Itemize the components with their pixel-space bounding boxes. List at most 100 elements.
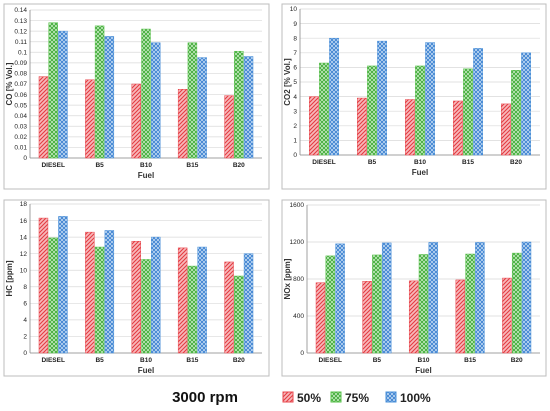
co-bar-b10-75pct	[141, 28, 151, 159]
co2-bar-b15-75pct	[463, 68, 473, 156]
co-x-tick-label: B10	[140, 162, 152, 169]
hc-bar-diesel-100pct	[58, 216, 68, 354]
co2-x-tick-label: B20	[510, 159, 522, 166]
nox-bar-b5-75pct	[372, 254, 382, 354]
legend: 50% 75% 100%	[282, 391, 431, 405]
co-bar-b5-50pct	[85, 79, 95, 159]
hc-y-tick-label: 6	[23, 301, 27, 308]
hc-y-tick-label: 16	[20, 218, 28, 225]
co2-chart: 0 1 2 3 4 5 6 7 8 9 10 DIESEL B5 B10 B15 B20 Fuel CO2 [% …	[281, 3, 547, 190]
co-y-tick-label: 0.01	[14, 145, 27, 152]
nox-y-tick-label: 1200	[290, 239, 305, 246]
nox-bar-b20-100pct	[521, 241, 532, 354]
hc-bar-b15-75pct	[187, 265, 198, 354]
co-y-tick-label: 0.13	[14, 18, 27, 25]
nox-y-tick-label: 1600	[290, 202, 305, 209]
nox-bar-diesel-50pct	[315, 282, 326, 354]
co-bar-b15-50pct	[177, 89, 188, 159]
hc-bar-b20-75pct	[234, 275, 244, 354]
co-y-tick-label: 0.14	[14, 7, 27, 14]
hc-bar-b10-50pct	[131, 241, 141, 354]
nox-bar-b15-50pct	[455, 279, 466, 354]
co2-bar-b20-50pct	[501, 103, 511, 156]
co2-bar-b5-75pct	[367, 65, 377, 156]
legend-label-50pct: 50%	[297, 391, 321, 405]
nox-x-tick-label: B5	[373, 357, 382, 364]
hc-bar-b5-100pct	[104, 230, 115, 354]
nox-bar-diesel-75pct	[325, 255, 336, 354]
co2-bar-diesel-75pct	[319, 62, 329, 156]
hc-y-tick-label: 12	[20, 251, 28, 258]
nox-x-tick-label: B10	[418, 357, 430, 364]
co2-x-axis-label: Fuel	[412, 168, 428, 177]
co2-y-tick-label: 9	[293, 21, 297, 28]
hc-bar-diesel-50pct	[38, 217, 49, 354]
co-y-axis-label: CO [% Vol.]	[5, 62, 14, 105]
nox-y-tick-label: 800	[293, 276, 304, 283]
nox-bar-b20-50pct	[502, 277, 512, 354]
co-chart: 0 0.01 0.02 0.03 0.04 0.05 0.06 0.07 0.08 0.09 0.1…	[3, 3, 270, 190]
co-y-tick-label: 0.05	[14, 102, 27, 109]
co-y-tick-label: 0.12	[14, 28, 27, 35]
co-bar-diesel-75pct	[48, 22, 58, 159]
nox-bar-b5-50pct	[362, 281, 372, 354]
hc-x-tick-label: B15	[186, 357, 198, 364]
caption: 3000 rpm	[172, 389, 238, 406]
co2-y-tick-label: 0	[293, 152, 297, 159]
hc-y-tick-label: 8	[23, 284, 27, 291]
co2-y-tick-label: 10	[290, 6, 298, 13]
co2-bar-diesel-100pct	[329, 37, 339, 156]
co-x-tick-label: DIESEL	[41, 162, 65, 169]
hc-x-axis-label: Fuel	[138, 366, 154, 375]
co-bar-b20-100pct	[243, 56, 254, 159]
co2-bar-b5-100pct	[377, 40, 387, 156]
co2-y-axis-label: CO2 [% Vol.]	[283, 58, 292, 106]
co-bar-b5-75pct	[94, 25, 105, 159]
co2-bar-b5-50pct	[357, 97, 367, 156]
co2-y-tick-label: 5	[293, 79, 297, 86]
co-y-tick-label: 0.03	[14, 123, 27, 130]
co2-bar-b20-100pct	[521, 52, 531, 156]
nox-bar-b10-75pct	[418, 254, 429, 354]
legend-label-75pct: 75%	[345, 391, 369, 405]
hc-bar-diesel-75pct	[48, 237, 58, 354]
co2-y-tick-label: 8	[293, 35, 297, 42]
co-y-tick-label: 0.09	[14, 60, 27, 67]
co-y-tick-label: 0.1	[18, 49, 27, 56]
co-y-tick-label: 0.08	[14, 71, 27, 78]
nox-bar-b10-100pct	[428, 242, 439, 354]
nox-bar-b15-75pct	[465, 253, 475, 354]
co2-x-tick-label: B10	[414, 159, 426, 166]
hc-y-tick-label: 18	[20, 201, 28, 208]
co-x-tick-label: B20	[233, 162, 245, 169]
co2-y-tick-label: 1	[293, 138, 297, 145]
co-bar-diesel-100pct	[58, 30, 68, 159]
co2-x-tick-label: B5	[368, 159, 377, 166]
co-bar-b10-50pct	[131, 83, 141, 159]
legend-swatch-75pct	[330, 391, 342, 403]
co2-y-tick-label: 6	[293, 65, 297, 72]
nox-bar-b15-100pct	[475, 242, 485, 354]
co-x-tick-label: B15	[186, 162, 198, 169]
nox-bar-b10-50pct	[408, 280, 419, 354]
co-bar-b20-50pct	[224, 95, 234, 159]
co2-y-tick-label: 2	[293, 123, 297, 130]
hc-bar-b15-50pct	[177, 247, 188, 354]
co-bar-b20-75pct	[234, 50, 244, 159]
co-y-tick-label: 0.11	[15, 39, 28, 46]
nox-x-tick-label: B15	[464, 357, 476, 364]
co2-x-tick-label: B15	[462, 159, 474, 166]
nox-chart: 0 400 800 1200 1600 DIESEL B5 B10 B15 B20 Fuel NOx …	[281, 199, 547, 377]
co-bar-diesel-50pct	[38, 76, 49, 159]
co2-y-tick-label: 4	[293, 94, 297, 101]
co2-y-tick-label: 7	[293, 50, 297, 57]
nox-y-tick-label: 0	[300, 350, 304, 357]
hc-y-axis-label: HC [ppm]	[5, 260, 14, 296]
co-y-tick-label: 0.07	[14, 81, 27, 88]
hc-bar-b5-50pct	[85, 231, 95, 354]
co2-bar-b15-100pct	[473, 48, 483, 156]
nox-bar-diesel-100pct	[335, 243, 345, 354]
nox-bar-b5-100pct	[381, 242, 392, 354]
hc-bar-b10-100pct	[151, 236, 161, 354]
